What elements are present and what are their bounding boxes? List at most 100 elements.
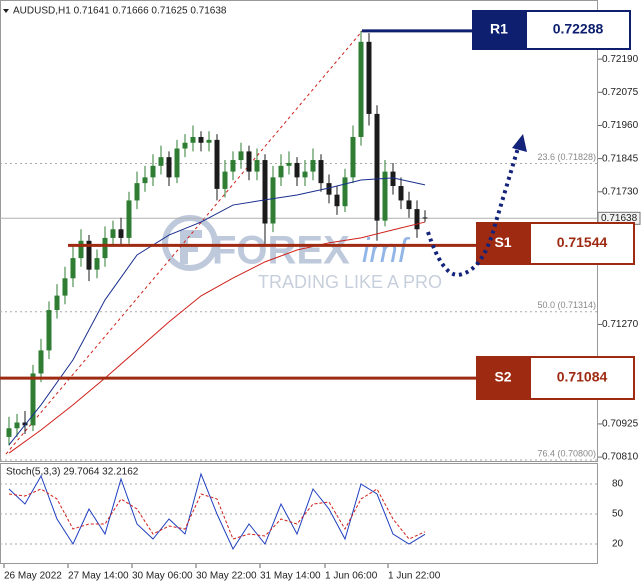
- y-tick-label: 0.72075: [602, 87, 639, 98]
- y-tick-label: 20: [612, 539, 624, 550]
- candle-body: [206, 139, 212, 143]
- candle-body: [262, 160, 268, 224]
- candle-body: [246, 151, 252, 172]
- candle-body: [6, 428, 12, 437]
- candle-body: [374, 113, 380, 221]
- candle-body: [414, 209, 420, 230]
- candle-body: [398, 186, 404, 201]
- level-name-box: [472, 10, 526, 50]
- symbol-header: AUDUSD,H1 0.71641 0.71666 0.71625 0.7163…: [13, 6, 227, 17]
- candle-body: [358, 41, 364, 137]
- level-value-box: [529, 356, 635, 400]
- fib-trendline: [5, 29, 364, 455]
- candle-body: [190, 136, 196, 143]
- candle-body: [390, 171, 396, 187]
- level-value: 0.71084: [557, 369, 608, 385]
- candle-body: [86, 240, 92, 270]
- y-tick-label: 0.71730: [602, 186, 639, 197]
- y-tick-label: 0.71960: [602, 120, 639, 131]
- candle-body: [222, 171, 228, 189]
- candle-body: [102, 237, 108, 259]
- fib-label: 76.4 (0.70800): [537, 448, 596, 458]
- candle-body: [270, 177, 276, 224]
- candle-body: [278, 165, 284, 178]
- x-tick-label: 31 May 14:00: [260, 571, 321, 582]
- candle-body: [126, 200, 132, 238]
- y-tick-label: 0.70810: [602, 452, 639, 463]
- level-value: 0.71544: [557, 234, 608, 250]
- stoch-line: [8, 472, 426, 551]
- candle-body: [166, 157, 172, 178]
- candle-body: [254, 160, 260, 172]
- candle-body: [30, 373, 36, 426]
- candle-body: [22, 422, 28, 426]
- candle-body: [94, 258, 100, 270]
- level-name: S2: [494, 369, 511, 385]
- y-tick-label: 0.71845: [602, 153, 639, 164]
- menu-arrow: [3, 9, 9, 13]
- logo-mark: [180, 230, 202, 264]
- candle-body: [422, 217, 428, 219]
- watermark-brand-suffix: imf: [362, 232, 411, 270]
- candle-body: [110, 229, 116, 238]
- level-value: 0.72288: [553, 21, 604, 37]
- candle-body: [406, 200, 412, 210]
- level-name: S1: [494, 234, 511, 250]
- candle-body: [350, 136, 356, 178]
- candle-body: [158, 157, 164, 166]
- y-tick-label: 50: [612, 509, 624, 520]
- candle-body: [142, 177, 148, 184]
- candle-body: [38, 350, 44, 374]
- candle-body: [134, 183, 140, 201]
- candle-body: [334, 194, 340, 207]
- current-price-label: 0.71638: [601, 213, 638, 224]
- candle-body: [326, 183, 332, 195]
- watermark-brand: FOREX: [212, 229, 350, 273]
- candle-body: [14, 422, 20, 429]
- level-name-box: [476, 356, 530, 400]
- candle-body: [174, 148, 180, 178]
- y-tick-label: 0.71270: [602, 319, 639, 330]
- level-value-box: [525, 10, 631, 50]
- watermark-tagline: TRADING LIKE A PRO: [258, 272, 442, 292]
- candle-body: [62, 278, 68, 296]
- candle-body: [238, 151, 244, 161]
- y-tick-label: 0.72190: [602, 54, 639, 65]
- x-tick-label: 1 Jun 22:00: [388, 571, 441, 582]
- candle-body: [182, 142, 188, 149]
- fib-label: 50.0 (0.71314): [537, 300, 596, 310]
- level-name-box: [476, 222, 530, 265]
- plot-layer: 0.72190 0.72075 0.71960 0.71845 0.71730 0.712…: [0, 10, 641, 582]
- candle-body: [214, 139, 220, 189]
- candle-body: [294, 162, 300, 178]
- forecast-arrowhead: [512, 134, 527, 152]
- candle-body: [230, 160, 236, 172]
- x-tick-label: 26 May 2022: [4, 571, 62, 582]
- moving-average: [8, 221, 426, 454]
- candle-body: [310, 160, 316, 172]
- candle-body: [46, 310, 52, 351]
- x-tick-label: 30 May 06:00: [132, 571, 193, 582]
- level-name: R1: [490, 21, 508, 37]
- candle-body: [54, 295, 60, 311]
- x-tick-label: 30 May 22:00: [196, 571, 257, 582]
- x-tick-label: 27 May 14:00: [68, 571, 129, 582]
- watermark: FOREX imf TRADING LIKE A PRO: [162, 215, 442, 292]
- level-value-box: [529, 222, 635, 265]
- fib-label: 23.6 (0.71828): [537, 152, 596, 162]
- stoch-line: [8, 488, 426, 540]
- y-tick-label: 0.70925: [602, 419, 639, 430]
- candle-body: [318, 160, 324, 184]
- candle-body: [382, 171, 388, 221]
- candle-body: [78, 240, 84, 259]
- x-tick-label: 1 Jun 06:00: [325, 571, 378, 582]
- candle-body: [302, 171, 308, 178]
- candle-body: [286, 162, 292, 166]
- candle-body: [70, 258, 76, 279]
- candle-body: [150, 165, 156, 178]
- y-tick-label: 80: [612, 479, 624, 490]
- candle-body: [198, 136, 204, 143]
